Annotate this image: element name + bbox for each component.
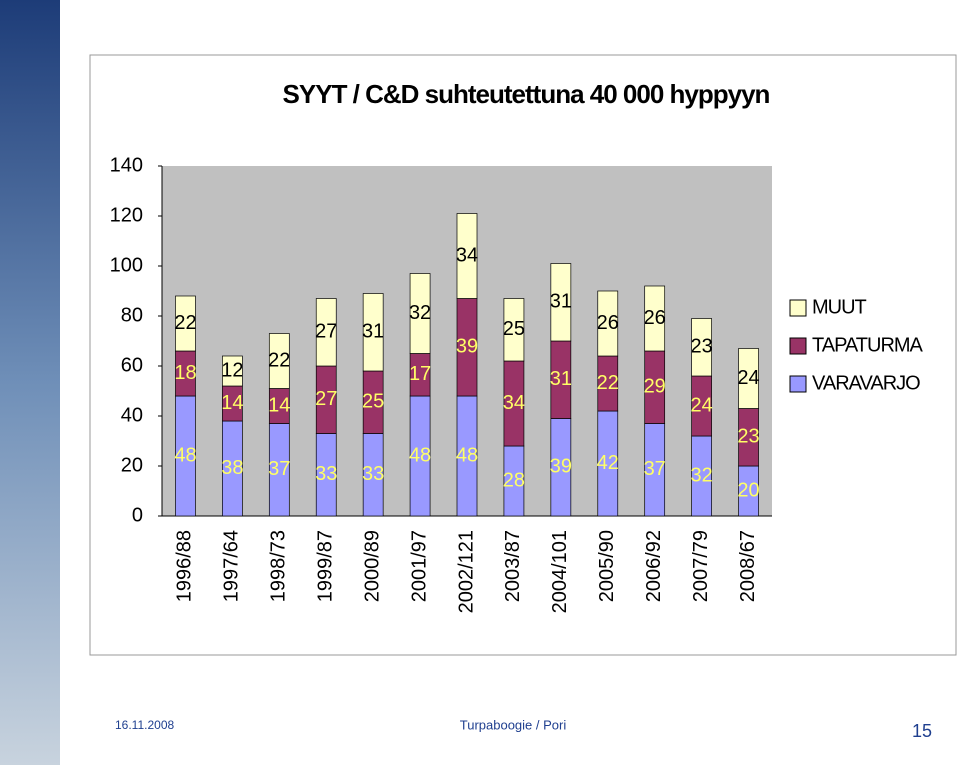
- x-tick-label: 2003/87: [502, 530, 524, 602]
- data-label: 14: [268, 394, 290, 416]
- bar-segment: [456, 213, 478, 299]
- data-label: 26: [597, 312, 619, 334]
- x-tick-label: 1998/73: [268, 530, 290, 602]
- data-label: 31: [550, 291, 572, 313]
- y-tick-label: 100: [110, 254, 143, 276]
- data-label: 22: [174, 312, 196, 334]
- x-tick-label: 1999/87: [315, 530, 337, 602]
- data-label: 24: [737, 367, 759, 389]
- data-label: 42: [597, 452, 619, 474]
- x-tick-label: 2002/121: [455, 530, 477, 613]
- data-label: 32: [409, 302, 431, 324]
- y-tick-label: 140: [110, 154, 143, 176]
- bar-segment: [550, 263, 572, 342]
- data-label: 12: [221, 359, 243, 381]
- data-label: 33: [315, 463, 337, 485]
- data-label: 48: [174, 444, 196, 466]
- page-number: 15: [912, 721, 932, 741]
- data-label: 34: [456, 244, 478, 266]
- bar-segment: [175, 295, 196, 352]
- bar-segment: [738, 348, 759, 409]
- x-tick-label: 2001/97: [408, 530, 430, 602]
- data-label: 22: [268, 349, 290, 371]
- data-label: 37: [644, 458, 666, 480]
- data-label: 14: [221, 392, 243, 414]
- y-tick-label: 40: [121, 404, 143, 426]
- y-tick-label: 0: [132, 504, 143, 526]
- legend-swatch: [789, 337, 807, 355]
- data-label: 27: [315, 388, 337, 410]
- data-label: 20: [737, 479, 759, 501]
- data-label: 24: [690, 394, 712, 416]
- footer-date: 16.11.2008: [115, 718, 174, 732]
- footer-center: Turpaboogie / Pori: [460, 717, 567, 732]
- chart-title: SYYT / C&D suhteutettuna 40 000 hyppyyn: [283, 79, 770, 109]
- data-label: 39: [550, 456, 572, 478]
- x-tick-label: 2000/89: [361, 530, 383, 602]
- y-tick-label: 20: [121, 454, 143, 476]
- data-label: 34: [503, 392, 525, 414]
- x-tick-label: 2004/101: [549, 530, 571, 613]
- data-label: 26: [644, 307, 666, 329]
- x-tick-label: 2007/79: [690, 530, 712, 602]
- bar-segment: [691, 318, 712, 377]
- x-tick-label: 1997/64: [221, 530, 243, 602]
- x-tick-label: 2006/92: [643, 530, 665, 602]
- legend-swatch: [789, 375, 807, 393]
- bar-segment: [644, 285, 666, 352]
- data-label: 31: [550, 368, 572, 390]
- data-label: 38: [221, 457, 243, 479]
- y-tick-label: 60: [121, 354, 143, 376]
- data-label: 23: [737, 426, 759, 448]
- x-tick-label: 2005/90: [596, 530, 618, 602]
- legend-swatch: [789, 299, 807, 317]
- data-label: 48: [456, 444, 478, 466]
- data-label: 48: [409, 444, 431, 466]
- data-label: 18: [174, 362, 196, 384]
- y-tick-label: 120: [110, 204, 143, 226]
- data-label: 37: [268, 458, 290, 480]
- bar-segment: [222, 355, 243, 387]
- data-label: 32: [690, 464, 712, 486]
- bar-segment: [503, 298, 525, 362]
- bar-segment: [597, 290, 619, 357]
- data-label: 29: [644, 376, 666, 398]
- data-label: 33: [362, 463, 384, 485]
- decor-strip: [0, 0, 60, 765]
- legend-label: MUUT: [812, 296, 867, 318]
- bar-segment: [268, 333, 290, 389]
- bar-segment: [362, 293, 384, 372]
- data-label: 23: [690, 336, 712, 358]
- y-tick-label: 80: [121, 304, 143, 326]
- bar-segment: [315, 298, 337, 367]
- x-tick-label: 1996/88: [174, 530, 196, 602]
- data-label: 27: [315, 321, 337, 343]
- bar-segment: [409, 273, 431, 354]
- data-label: 22: [597, 372, 619, 394]
- legend-label: TAPATURMA: [812, 334, 924, 356]
- data-label: 25: [362, 391, 384, 413]
- data-label: 25: [503, 318, 525, 340]
- data-label: 17: [409, 363, 431, 385]
- data-label: 28: [503, 469, 525, 491]
- data-label: 39: [456, 336, 478, 358]
- legend-label: VARAVARJO: [812, 372, 920, 394]
- data-label: 31: [362, 321, 384, 343]
- x-tick-label: 2008/67: [737, 530, 759, 602]
